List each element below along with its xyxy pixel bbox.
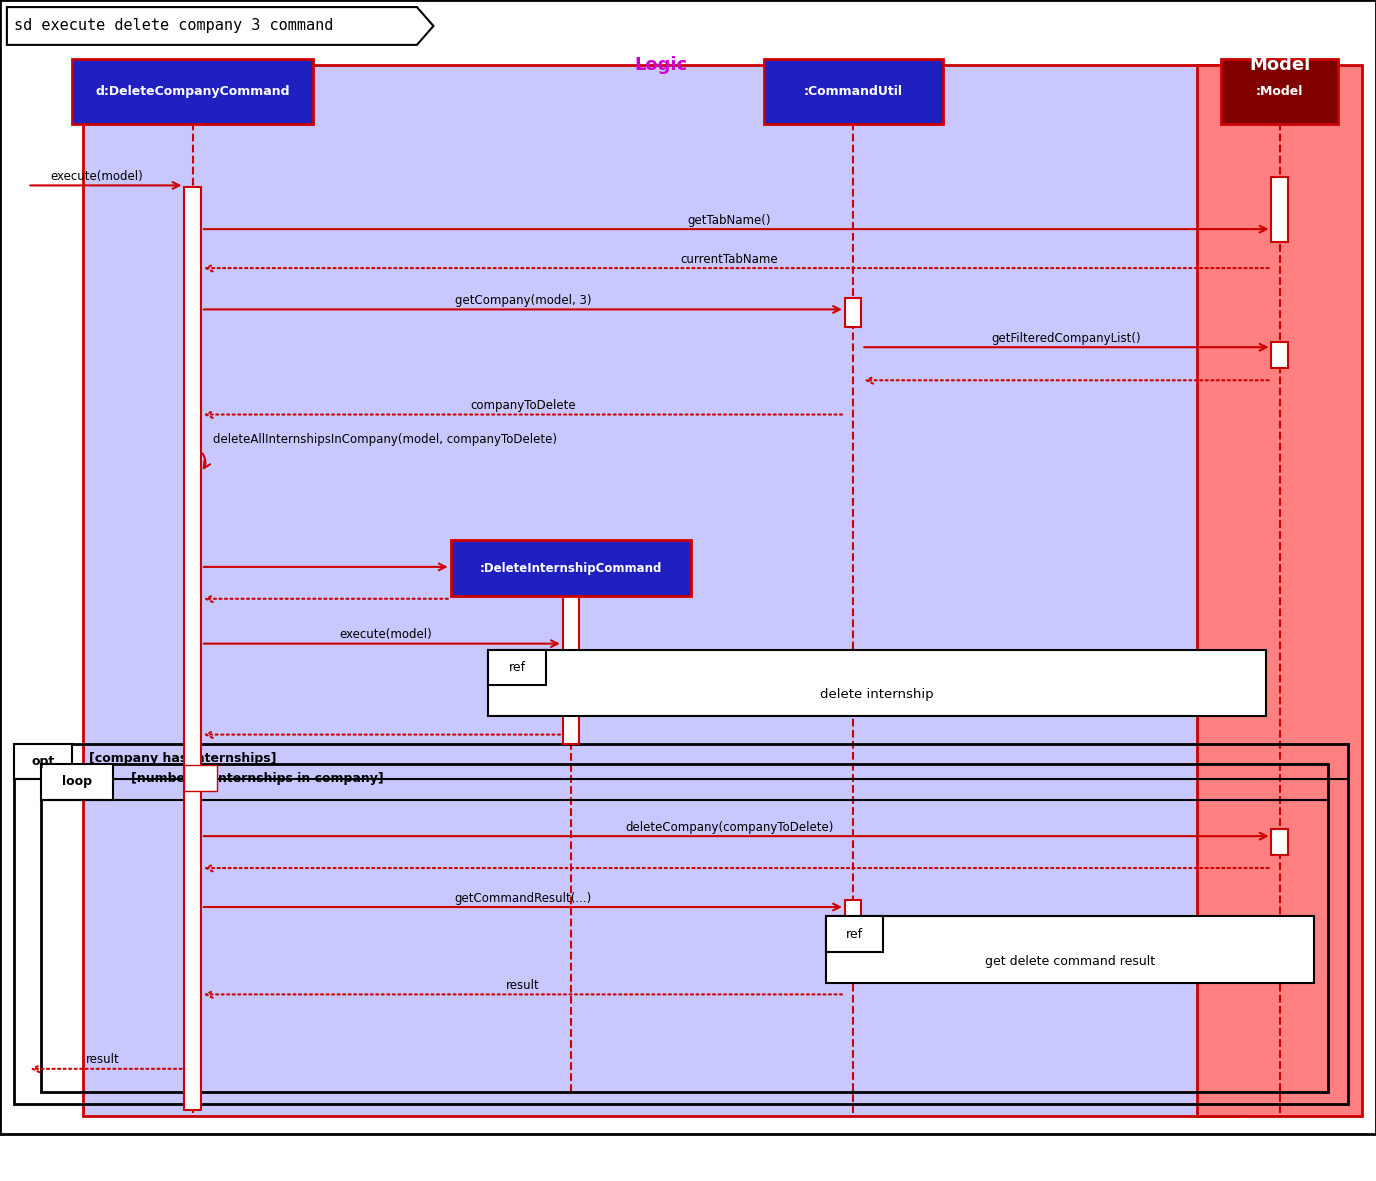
- Text: result: result: [506, 979, 539, 992]
- FancyBboxPatch shape: [826, 916, 883, 952]
- Text: Model: Model: [1249, 56, 1310, 74]
- Text: ref: ref: [509, 660, 526, 674]
- FancyBboxPatch shape: [826, 916, 1314, 983]
- Text: :Model: :Model: [1256, 85, 1303, 98]
- FancyBboxPatch shape: [41, 764, 113, 800]
- Text: currentTabName: currentTabName: [681, 253, 777, 266]
- FancyBboxPatch shape: [83, 65, 1238, 1116]
- Text: deleteCompany(companyToDelete): deleteCompany(companyToDelete): [625, 821, 834, 834]
- Text: ref: ref: [846, 927, 863, 941]
- Polygon shape: [7, 7, 433, 45]
- Text: opt: opt: [32, 755, 54, 769]
- FancyBboxPatch shape: [1271, 342, 1288, 368]
- Text: getCommandResult(...): getCommandResult(...): [454, 892, 592, 905]
- Text: companyToDelete: companyToDelete: [471, 399, 575, 412]
- Text: [company has internships]: [company has internships]: [89, 751, 277, 765]
- Text: :DeleteInternshipCommand: :DeleteInternshipCommand: [480, 561, 662, 575]
- FancyBboxPatch shape: [845, 298, 861, 327]
- Text: getCompany(model, 3): getCompany(model, 3): [454, 294, 592, 307]
- FancyBboxPatch shape: [1271, 829, 1288, 855]
- FancyBboxPatch shape: [0, 0, 1376, 1134]
- Text: :CommandUtil: :CommandUtil: [804, 85, 903, 98]
- FancyBboxPatch shape: [73, 59, 314, 124]
- FancyBboxPatch shape: [1222, 59, 1337, 124]
- Text: loop: loop: [62, 775, 92, 789]
- Text: Logic: Logic: [634, 56, 687, 74]
- Text: execute(model): execute(model): [50, 170, 143, 183]
- FancyBboxPatch shape: [451, 540, 691, 596]
- FancyBboxPatch shape: [488, 650, 1266, 716]
- Text: d:DeleteCompanyCommand: d:DeleteCompanyCommand: [95, 85, 290, 98]
- FancyBboxPatch shape: [1271, 177, 1288, 242]
- Text: [number of internships in company]: [number of internships in company]: [131, 771, 384, 785]
- Text: sd execute delete company 3 command: sd execute delete company 3 command: [14, 19, 333, 33]
- FancyBboxPatch shape: [488, 650, 546, 685]
- Text: get delete command result: get delete command result: [985, 954, 1154, 968]
- Text: delete internship: delete internship: [820, 687, 934, 702]
- FancyBboxPatch shape: [845, 900, 861, 945]
- Text: getFilteredCompanyList(): getFilteredCompanyList(): [992, 332, 1141, 345]
- FancyBboxPatch shape: [1197, 65, 1362, 1116]
- FancyBboxPatch shape: [563, 595, 579, 744]
- FancyBboxPatch shape: [184, 187, 201, 1110]
- Text: result: result: [87, 1053, 120, 1066]
- Text: execute(model): execute(model): [338, 628, 432, 641]
- FancyBboxPatch shape: [14, 744, 72, 779]
- Text: deleteAllInternshipsInCompany(model, companyToDelete): deleteAllInternshipsInCompany(model, com…: [213, 433, 557, 446]
- FancyBboxPatch shape: [184, 765, 217, 791]
- Text: getTabName(): getTabName(): [688, 214, 771, 227]
- FancyBboxPatch shape: [764, 59, 943, 124]
